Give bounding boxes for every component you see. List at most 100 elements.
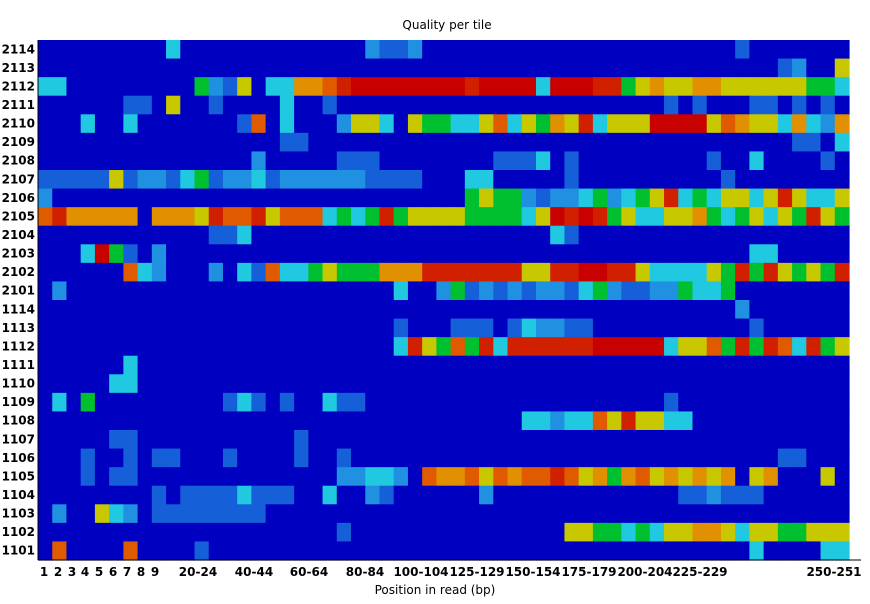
heatmap-cell [521,337,537,357]
heatmap-cell [749,430,765,450]
heatmap-cell [66,467,82,487]
heatmap-cell [52,411,68,431]
heatmap-cell [322,374,338,394]
heatmap-cell [464,225,480,245]
heatmap-cell [678,225,694,245]
heatmap-cell [279,467,295,487]
heatmap-cell [550,374,566,394]
heatmap-cell [351,411,366,431]
x-tick-label: 60-64 [290,565,328,579]
heatmap-cell [806,170,822,190]
heatmap-cell [664,207,679,227]
heatmap-cell [578,485,594,505]
heatmap-cell [607,541,622,561]
heatmap-cell [664,411,679,431]
heatmap-cell [393,225,409,245]
heatmap-cell [450,522,466,543]
heatmap-cell [592,170,608,190]
heatmap-cell [237,40,253,60]
heatmap-cell [592,225,608,245]
heatmap-cell [621,337,637,357]
heatmap-cell [493,207,509,227]
heatmap-cell [777,504,793,524]
heatmap-cell [94,467,110,487]
x-tick-label: 3 [68,565,76,579]
heatmap-cell [706,114,722,134]
heatmap-cell [407,188,423,208]
heatmap-cell [763,58,779,78]
heatmap-cell [251,207,267,227]
heatmap-cell [706,504,722,524]
heatmap-cell [66,374,82,394]
heatmap-cell [464,300,480,320]
heatmap-cell [365,151,381,171]
heatmap-cell [749,300,765,320]
heatmap-cell [393,188,409,208]
heatmap-cell [664,430,679,450]
heatmap-cell [308,114,324,134]
heatmap-cell [80,448,96,468]
heatmap-cell [664,467,679,487]
heatmap-cell [52,262,68,283]
heatmap-cell [407,374,423,394]
heatmap-cell [180,522,196,543]
heatmap-cell [123,170,139,190]
heatmap-cell [692,58,708,78]
heatmap-cell [222,151,238,171]
heatmap-cell [720,448,736,468]
heatmap-cell [208,58,224,78]
heatmap-cell [578,58,594,78]
heatmap-cell [80,188,96,208]
heatmap-cell [109,188,124,208]
heatmap-cell [592,485,608,505]
heatmap-cell [621,300,637,320]
heatmap-cell [535,132,551,153]
heatmap-cell [763,40,779,60]
heatmap-cell [407,58,423,78]
heatmap-cell [137,485,153,505]
heatmap-cell [222,77,238,97]
y-tick-label: 2110 [2,117,35,131]
heatmap-cell [279,225,295,245]
heatmap-cell [607,170,622,190]
heatmap-cell [52,188,68,208]
heatmap-cell [222,40,238,60]
heatmap-cell [692,355,708,375]
heatmap-cell [294,485,309,505]
heatmap-cell [564,188,580,208]
heatmap-cell [792,541,807,561]
heatmap-cell [649,262,665,283]
heatmap-cell [365,485,381,505]
heatmap-cell [166,225,181,245]
heatmap-cell [507,170,523,190]
heatmap-cell [635,244,651,264]
heatmap-cell [251,225,267,245]
heatmap-cell [678,355,694,375]
heatmap-cell [52,355,68,375]
heatmap-cell [294,225,309,245]
heatmap-cell [265,485,281,505]
heatmap-cell [251,262,267,283]
heatmap-cell [550,318,566,338]
heatmap-cell [208,522,224,543]
heatmap-cell [550,151,566,171]
heatmap-cell [749,132,765,153]
heatmap-cell [493,40,509,60]
x-tick-label: 9 [151,565,159,579]
heatmap-cell [464,392,480,413]
heatmap-cell [436,225,452,245]
heatmap-cell [493,170,509,190]
heatmap-cell [38,318,53,338]
heatmap-cell [720,188,736,208]
heatmap-cell [664,225,679,245]
heatmap-cell [507,151,523,171]
heatmap-cell [137,77,153,97]
heatmap-cell [308,411,324,431]
heatmap-cell [365,40,381,60]
heatmap-cell [436,318,452,338]
heatmap-cell [351,374,366,394]
heatmap-cell [763,170,779,190]
heatmap-cell [123,262,139,283]
heatmap-cell [166,132,181,153]
heatmap-cell [550,95,566,115]
